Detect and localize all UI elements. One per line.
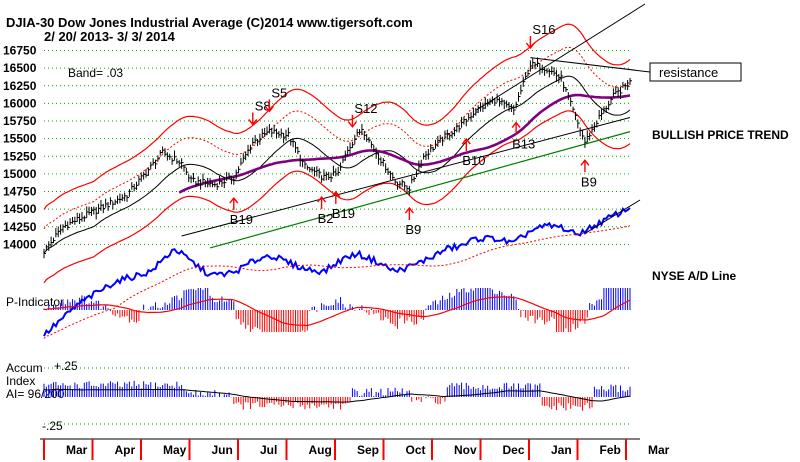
signal-label: B9: [581, 174, 597, 189]
upper-band: [43, 23, 631, 210]
month-label: Nov: [454, 443, 477, 457]
y-tick-label: 16250: [3, 79, 37, 93]
month-label: Apr: [115, 443, 136, 457]
buy-arrow-head: [229, 196, 239, 204]
lower-trendline: [181, 117, 631, 237]
y-tick-label: 14500: [3, 202, 37, 216]
y-tick-label: 16000: [3, 96, 37, 110]
signal-label: B9: [405, 222, 421, 237]
date-range: 2/ 20/ 2013- 3/ 3/ 2014: [44, 29, 176, 44]
buy-arrow-head: [511, 121, 521, 129]
y-tick-label: 15000: [3, 167, 37, 181]
signal-label: S16: [532, 22, 555, 37]
accum-ma: [43, 388, 631, 403]
chart-title: DJIA-30 Dow Jones Industrial Average (C)…: [6, 15, 413, 30]
accum-label-1: Accum: [6, 361, 43, 375]
moving-average-50: [178, 93, 631, 194]
band-label: Band= .03: [68, 66, 123, 80]
accum-layer: [43, 367, 631, 425]
buy-arrow-head: [461, 137, 471, 145]
y-tick-label: 15750: [3, 114, 37, 128]
resistance-line: [530, 57, 651, 73]
y-tick-label: 16750: [3, 44, 37, 58]
y-tick-label: 15500: [3, 132, 37, 146]
y-tick-label: 14750: [3, 185, 37, 199]
month-label: Aug: [309, 443, 332, 457]
month-label: May: [163, 443, 187, 457]
moving-average-21: [43, 75, 631, 254]
month-label: Oct: [406, 443, 426, 457]
signal-label: B13: [512, 137, 535, 152]
month-label: Jun: [212, 443, 233, 457]
accum-label-2: Index: [6, 374, 35, 388]
support-trendline: [209, 131, 631, 249]
ad-line-label: NYSE A/D Line: [652, 269, 737, 283]
p-indicator-label: P-Indicator: [6, 295, 64, 309]
accum-bottom-label: -.25: [42, 419, 63, 433]
p-indicator-ma: [43, 296, 631, 327]
axis-layer: Mar Apr May Jun Jul Aug Sep Oct Nov Dec Jan Feb Mar: [40, 438, 670, 460]
signal-label: B19: [332, 206, 355, 221]
upper-band-inner: [43, 46, 631, 230]
month-label: Sep: [357, 443, 379, 457]
resistance-label: resistance: [659, 65, 718, 80]
y-tick-label: 16500: [3, 61, 37, 75]
month-label: Dec: [503, 443, 525, 457]
signal-label: B10: [462, 153, 485, 168]
buy-arrow-head: [331, 190, 341, 198]
signal-label: B2: [318, 211, 334, 226]
signal-label: S8: [255, 98, 271, 113]
buy-arrow-head: [317, 195, 327, 203]
signal-label: B19: [230, 212, 253, 227]
lower-band: [43, 110, 631, 284]
y-tick-label: 14250: [3, 220, 37, 234]
ad-trendline: [584, 199, 641, 234]
signal-label: S5: [271, 85, 287, 100]
y-tick-label: 15250: [3, 149, 37, 163]
ad-line-layer: [43, 199, 641, 339]
trend-label: BULLISH PRICE TREND: [652, 128, 789, 142]
buy-arrow-head: [404, 206, 414, 214]
bands-layer: [43, 3, 651, 284]
p-indicator-layer: [43, 288, 631, 332]
grid-layer: 16750 16500 16250 16000 15750 15500 15250 15000…: [3, 44, 630, 251]
month-label: Mar: [66, 443, 88, 457]
month-label: Jan: [551, 443, 572, 457]
sell-arrow-head: [248, 119, 258, 126]
accum-label-3: AI= 96/200: [6, 387, 65, 401]
y-tick-label: 14000: [3, 237, 37, 251]
buy-arrow-head: [580, 159, 590, 166]
month-label: Jul: [260, 443, 277, 457]
sell-arrow-head: [264, 106, 274, 113]
ad-line: [43, 207, 631, 337]
price-bars-layer: [43, 57, 632, 259]
signal-label: S12: [354, 101, 377, 116]
sell-arrow-head: [347, 121, 357, 128]
month-label: Feb: [600, 443, 621, 457]
accum-top-label: +.25: [54, 359, 78, 373]
month-label: Mar: [648, 443, 670, 457]
sell-arrow-head: [525, 42, 535, 50]
ad-line-ma: [43, 225, 631, 339]
upper-trendline: [475, 3, 646, 111]
